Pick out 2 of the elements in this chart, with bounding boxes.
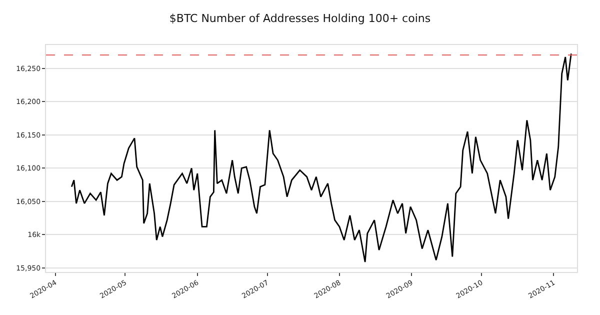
- chart-title: $BTC Number of Addresses Holding 100+ coins: [169, 12, 431, 25]
- line-series: [70, 52, 572, 263]
